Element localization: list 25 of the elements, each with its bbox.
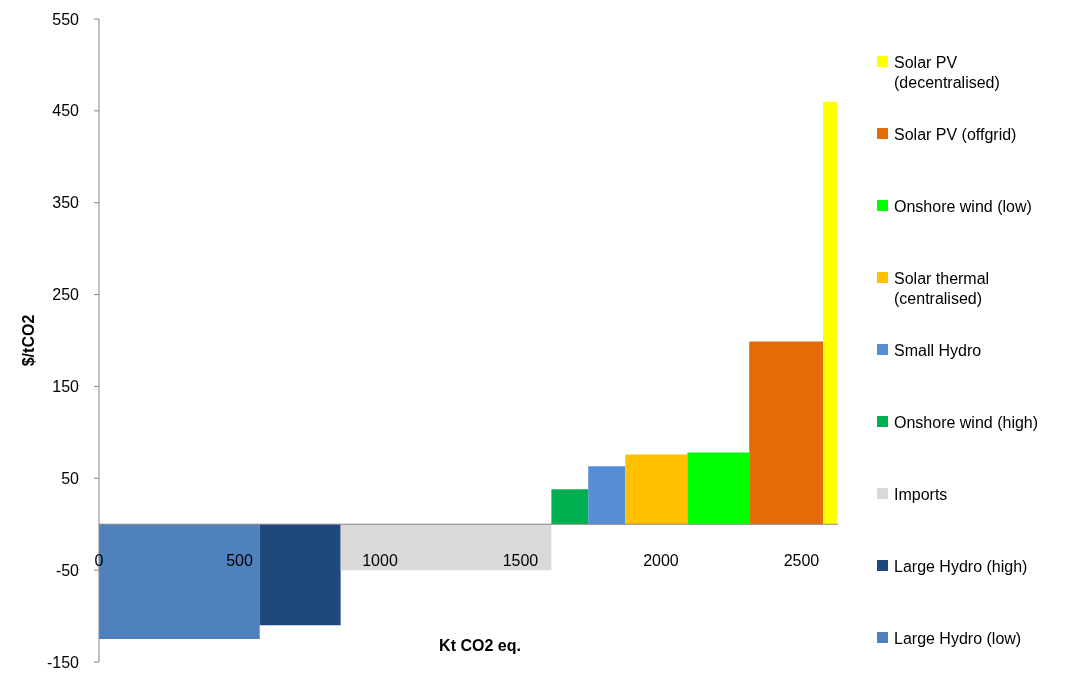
legend-label: Solar thermal (centralised)	[894, 269, 990, 308]
legend-label: Onshore wind (low)	[894, 197, 1032, 215]
x-tick-label: 1500	[502, 552, 539, 570]
y-tick-label: 50	[61, 469, 80, 487]
x-tick-label: 1000	[362, 552, 398, 570]
legend-label: Solar PV (offgrid)	[894, 125, 1017, 143]
y-tick-label: -50	[55, 561, 80, 579]
y-tick-label: 450	[52, 102, 80, 120]
x-tick-label: 0	[94, 552, 104, 570]
x-tick-label: 500	[226, 552, 253, 570]
legend-label: Large Hydro (high)	[894, 557, 1028, 575]
x-tick-label: 2000	[643, 552, 679, 570]
legend-label: Solar PV (decentralised)	[894, 53, 1000, 92]
legend-label: Onshore wind (high)	[894, 413, 1039, 431]
y-tick-label: 250	[52, 286, 80, 304]
y-tick-label: 350	[52, 194, 80, 212]
x-axis-title: Kt CO2 eq.	[439, 637, 521, 654]
y-axis-title: $/tCO2	[20, 314, 37, 367]
legend-label: Small Hydro	[894, 341, 982, 359]
legend-label: Large Hydro (low)	[894, 629, 1022, 647]
x-tick-label: 2500	[783, 552, 820, 570]
legend-label: Imports	[894, 485, 948, 503]
y-tick-label: -150	[46, 653, 80, 671]
y-tick-label: 150	[52, 378, 80, 396]
y-tick-label: 550	[52, 10, 80, 28]
